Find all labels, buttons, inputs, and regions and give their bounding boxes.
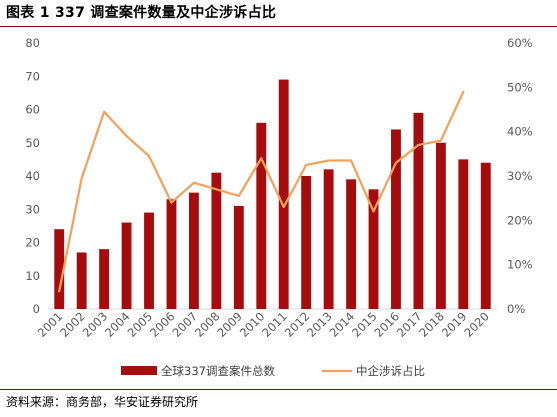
legend-swatch-bar xyxy=(121,366,157,375)
x-axis-tick-label: 2003 xyxy=(80,309,111,340)
left-axis-tick-label: 0 xyxy=(33,302,40,316)
chart-title: 图表 1 337 调查案件数量及中企涉诉占比 xyxy=(6,5,277,21)
left-axis-tick-label: 50 xyxy=(25,136,40,150)
x-axis-tick-label: 2012 xyxy=(282,309,313,340)
bar-2011 xyxy=(278,79,289,309)
bar-2010 xyxy=(256,122,267,309)
x-axis-tick-label: 2018 xyxy=(416,309,447,340)
right-axis-tick-label: 20% xyxy=(507,213,533,227)
right-axis-tick-label: 50% xyxy=(507,80,533,94)
x-axis-tick-label: 2005 xyxy=(125,309,156,340)
x-axis-tick-label: 2014 xyxy=(327,309,358,340)
bar-2001 xyxy=(54,229,65,309)
right-axis-tick-label: 10% xyxy=(507,258,533,272)
x-axis-tick-label: 2011 xyxy=(259,309,290,340)
legend-label-line: 中企涉诉占比 xyxy=(356,364,425,378)
bar-2003 xyxy=(99,249,110,309)
x-axis-tick-label: 2017 xyxy=(394,309,425,340)
left-axis-tick-label: 30 xyxy=(25,202,40,216)
bar-2005 xyxy=(144,212,154,309)
bar-2013 xyxy=(323,169,334,309)
bar-2017 xyxy=(413,112,424,309)
x-axis-tick-label: 2015 xyxy=(349,309,380,340)
x-axis-tick-label: 2013 xyxy=(304,309,335,340)
right-axis-tick-label: 60% xyxy=(507,36,533,50)
bar-2012 xyxy=(301,176,312,309)
x-axis-tick-label: 2008 xyxy=(192,309,223,340)
bar-2016 xyxy=(391,129,401,309)
right-axis-tick-label: 0% xyxy=(507,302,525,316)
bar-2015 xyxy=(368,189,379,309)
x-axis-tick-label: 2006 xyxy=(147,309,178,340)
left-axis-tick-label: 10 xyxy=(25,269,40,283)
source-note: 资料来源：商务部，华安证券研究所 xyxy=(6,395,199,409)
x-axis-tick-label: 2016 xyxy=(371,309,402,340)
bar-2002 xyxy=(76,252,87,309)
x-axis-tick-label: 2010 xyxy=(237,309,268,340)
left-axis-tick-label: 70 xyxy=(25,69,40,83)
title-divider xyxy=(0,26,557,27)
x-axis-tick-label: 2004 xyxy=(102,309,133,340)
left-axis-tick-label: 20 xyxy=(25,236,40,250)
bar-2020 xyxy=(480,162,491,309)
left-axis-tick-label: 60 xyxy=(25,103,40,117)
x-axis-tick-label: 2002 xyxy=(57,309,88,340)
left-axis-tick-label: 80 xyxy=(25,36,40,50)
x-axis-tick-label: 2007 xyxy=(169,309,200,340)
legend-label-bar: 全球337调查案件总数 xyxy=(161,364,275,378)
left-axis-tick-label: 40 xyxy=(25,169,40,183)
x-axis-tick-label: 2009 xyxy=(214,309,245,340)
source-divider xyxy=(0,389,557,390)
bar-2004 xyxy=(121,222,132,309)
bar-2009 xyxy=(233,205,244,309)
x-axis-tick-label: 2019 xyxy=(439,309,470,340)
bar-2007 xyxy=(188,192,199,309)
bar-2008 xyxy=(211,172,222,309)
bar-2014 xyxy=(346,179,357,309)
bar-2018 xyxy=(435,142,446,309)
combo-chart: 0 10 20 30 40 50 60 70 80 0% 10% 20% 30% 40% 50% 60% 200… xyxy=(25,36,533,378)
bar-2019 xyxy=(458,159,469,309)
x-axis-tick-label: 2020 xyxy=(461,309,492,340)
right-axis-tick-label: 40% xyxy=(507,125,533,139)
right-axis-tick-label: 30% xyxy=(507,169,533,183)
bar-2006 xyxy=(166,199,177,309)
